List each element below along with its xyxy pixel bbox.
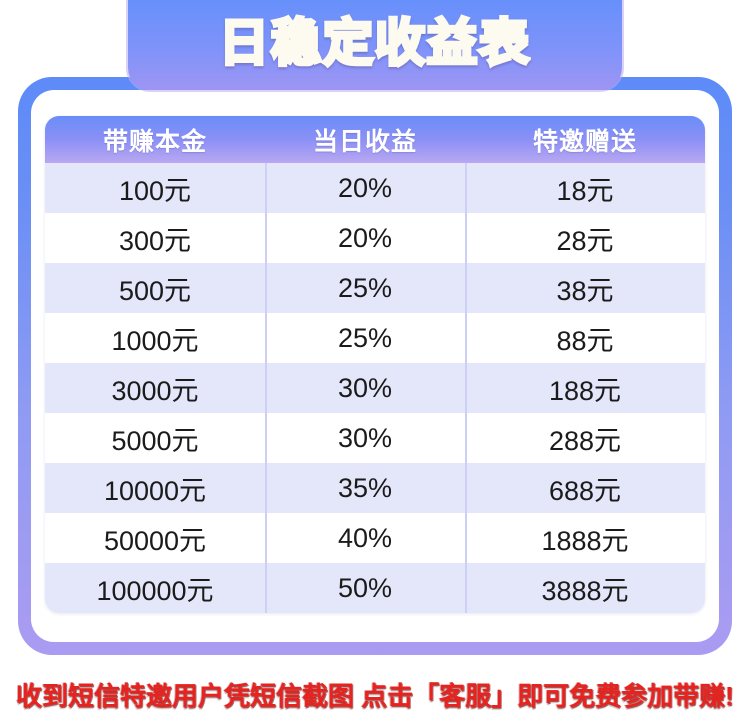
content-card: 带赚本金 当日收益 特邀赠送 100元 20% 18元 300元 20% 28元… [18, 77, 732, 655]
cell-invite-bonus: 88元 [465, 313, 705, 363]
cell-invite-bonus: 38元 [465, 263, 705, 313]
table-row: 300元 20% 28元 [45, 213, 705, 263]
cell-daily-return: 35% [265, 463, 465, 513]
column-header-principal: 带赚本金 [102, 127, 207, 156]
column-header-daily-return: 当日收益 [312, 127, 417, 156]
page-title: 日稳定收益表 [219, 18, 531, 72]
table-row: 5000元 30% 288元 [45, 413, 705, 463]
cell-daily-return: 25% [265, 263, 465, 313]
table-row: 500元 25% 38元 [45, 263, 705, 313]
cell-invite-bonus: 3888元 [465, 563, 705, 613]
cell-invite-bonus: 688元 [465, 463, 705, 513]
cell-daily-return: 25% [265, 313, 465, 363]
cell-principal: 5000元 [111, 425, 199, 456]
cell-invite-bonus: 188元 [465, 363, 705, 413]
cell-principal: 100元 [118, 175, 192, 206]
earnings-table: 带赚本金 当日收益 特邀赠送 100元 20% 18元 300元 20% 28元… [45, 116, 705, 613]
cell-invite-bonus: 1888元 [465, 513, 705, 563]
cell-principal: 3000元 [111, 375, 199, 406]
table-header-row: 带赚本金 当日收益 特邀赠送 [45, 116, 705, 163]
table-row: 100元 20% 18元 [45, 163, 705, 213]
cell-invite-bonus: 18元 [465, 163, 705, 213]
column-header-invite-bonus: 特邀赠送 [532, 127, 637, 156]
title-banner: 日稳定收益表 [128, 0, 622, 90]
content-card-inner: 带赚本金 当日收益 特邀赠送 100元 20% 18元 300元 20% 28元… [31, 90, 719, 642]
table-row: 3000元 30% 188元 [45, 363, 705, 413]
cell-daily-return: 40% [265, 513, 465, 563]
table-row: 50000元 40% 1888元 [45, 513, 705, 563]
cell-daily-return: 20% [265, 163, 465, 213]
cell-principal: 50000元 [103, 525, 207, 556]
cell-principal: 10000元 [103, 475, 207, 506]
cell-principal: 500元 [118, 275, 192, 306]
cell-principal: 300元 [118, 225, 192, 256]
cell-daily-return: 30% [265, 413, 465, 463]
cell-daily-return: 50% [265, 563, 465, 613]
cell-principal: 1000元 [111, 325, 199, 356]
cell-invite-bonus: 288元 [465, 413, 705, 463]
table-row: 1000元 25% 88元 [45, 313, 705, 363]
cell-daily-return: 30% [265, 363, 465, 413]
cell-invite-bonus: 28元 [465, 213, 705, 263]
cell-principal: 100000元 [96, 575, 214, 606]
table-body: 100元 20% 18元 300元 20% 28元 500元 25% 38元 1… [45, 163, 705, 613]
table-row: 100000元 50% 3888元 [45, 563, 705, 613]
footer-note: 收到短信特邀用户凭短信截图 点击「客服」即可免费参加带赚! [16, 681, 734, 711]
table-row: 10000元 35% 688元 [45, 463, 705, 513]
cell-daily-return: 20% [265, 213, 465, 263]
